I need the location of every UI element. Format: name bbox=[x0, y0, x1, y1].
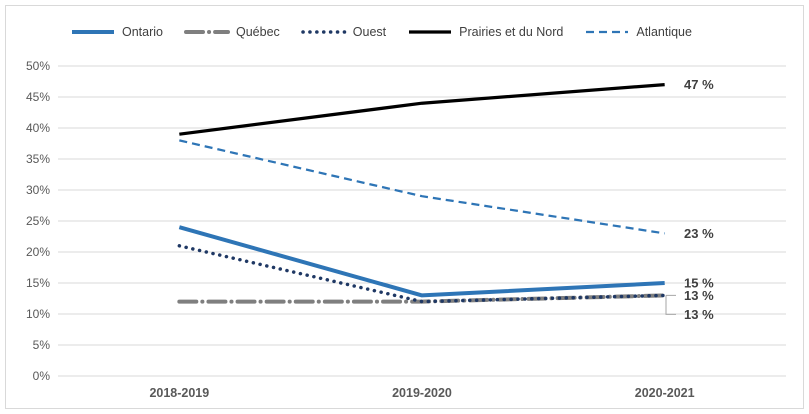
legend-label-atlantique: Atlantique bbox=[636, 25, 692, 39]
y-axis-tick-label: 40% bbox=[26, 121, 50, 135]
legend-label-quebec: Québec bbox=[236, 25, 280, 39]
x-axis-label: 2019-2020 bbox=[392, 386, 452, 400]
legend-line-swatch-atlantique bbox=[586, 30, 629, 34]
legend-line-swatch-ouest bbox=[301, 30, 347, 34]
legend-item-quebec: Québec bbox=[184, 25, 280, 39]
legend-label-ouest: Ouest bbox=[352, 25, 387, 39]
legend-item-atlantique: Atlantique bbox=[584, 25, 692, 39]
data-label-atlantique: 23 % bbox=[684, 226, 714, 241]
series-line-ontario bbox=[178, 225, 665, 298]
legend-line-swatch-quebec bbox=[184, 30, 230, 34]
y-axis-tick-label: 10% bbox=[26, 307, 50, 321]
x-axis-label: 2020-2021 bbox=[635, 386, 695, 400]
chart-legend: Ontario Québec Ouest Prairies et du Nord Atl… bbox=[70, 25, 692, 39]
data-label-ontario: 15 % bbox=[684, 276, 714, 291]
y-axis-tick-label: 5% bbox=[33, 338, 51, 352]
legend-line-swatch-prairies-et-du-nord bbox=[409, 30, 452, 34]
legend-label-prairies-et-du-nord: Prairies et du Nord bbox=[459, 25, 564, 39]
y-axis-tick-label: 25% bbox=[26, 214, 50, 228]
data-label-prairies-et-du-nord: 47 % bbox=[684, 77, 714, 92]
legend-item-ouest: Ouest bbox=[301, 25, 386, 39]
x-axis-label: 2018-2019 bbox=[149, 386, 209, 400]
label-leader-line bbox=[665, 294, 676, 315]
y-axis-tick-label: 0% bbox=[33, 369, 51, 383]
legend-line-swatch-ontario bbox=[72, 30, 114, 34]
y-axis-tick-label: 30% bbox=[26, 183, 50, 197]
data-label-quebec: 13 % bbox=[684, 288, 714, 303]
y-axis-tick-label: 35% bbox=[26, 152, 50, 166]
legend-item-prairies-et-du-nord: Prairies et du Nord bbox=[407, 25, 563, 39]
legend-item-ontario: Ontario bbox=[70, 25, 163, 39]
y-axis-tick-label: 20% bbox=[26, 245, 50, 259]
series-line-prairies-et-du-nord bbox=[179, 82, 665, 136]
data-label-ouest: 13 % bbox=[684, 307, 714, 322]
y-axis-tick-label: 15% bbox=[26, 276, 50, 290]
y-axis-tick-label: 50% bbox=[26, 59, 50, 73]
series-line-ouest bbox=[177, 244, 667, 304]
legend-label-ontario: Ontario bbox=[122, 25, 163, 39]
series-line-atlantique bbox=[179, 139, 665, 235]
y-axis-tick-label: 45% bbox=[26, 90, 50, 104]
